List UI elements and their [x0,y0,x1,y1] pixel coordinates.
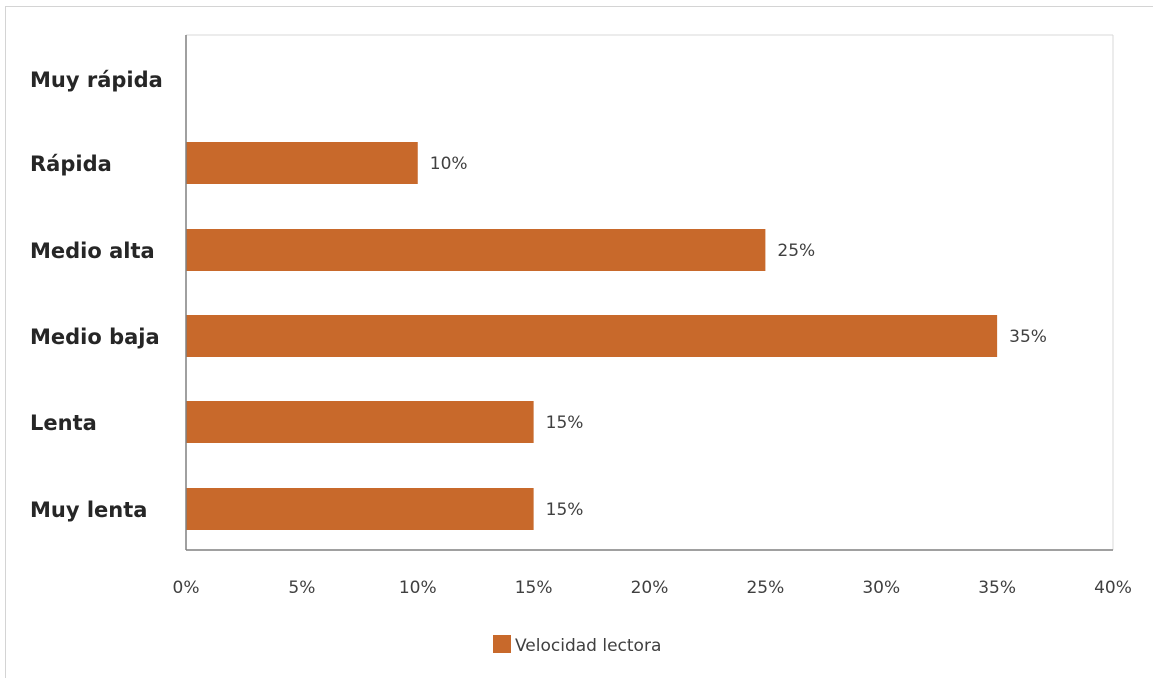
data-label-4: 15% [546,413,584,433]
axes [185,35,1113,551]
plot-area [186,34,1114,550]
bar-5 [186,488,534,530]
x-tick-label-4: 20% [631,578,669,598]
category-label-1: Rápida [30,152,112,176]
x-tick-label-0: 0% [173,578,200,598]
category-label-3: Medio baja [30,325,160,349]
legend-label: Velocidad lectora [515,636,661,656]
data-label-1: 10% [430,154,468,174]
bar-1 [186,142,418,184]
category-label-5: Muy lenta [30,498,147,522]
category-labels: Muy rápida Rápida Medio alta Medio baja Lent… [30,68,163,522]
category-label-2: Medio alta [30,239,155,263]
x-tick-label-7: 35% [978,578,1016,598]
bar-2 [186,229,766,271]
data-label-2: 25% [777,241,815,261]
x-tick-label-5: 25% [746,578,784,598]
legend-swatch [493,635,511,653]
bar-4 [186,401,534,443]
data-label-5: 15% [546,500,584,520]
x-tick-label-3: 15% [515,578,553,598]
x-tick-labels: 0% 5% 10% 15% 20% 25% 30% 35% 40% [173,578,1132,598]
x-tick-label-8: 40% [1094,578,1132,598]
x-tick-label-2: 10% [399,578,437,598]
legend: Velocidad lectora [493,635,661,656]
x-tick-label-6: 30% [862,578,900,598]
category-label-4: Lenta [30,411,97,435]
category-label-0: Muy rápida [30,68,163,92]
x-tick-label-1: 5% [288,578,315,598]
data-label-3: 35% [1009,327,1047,347]
data-labels: 10% 25% 35% 15% 15% [430,154,1047,520]
bars [186,142,998,530]
bar-3 [186,315,998,357]
